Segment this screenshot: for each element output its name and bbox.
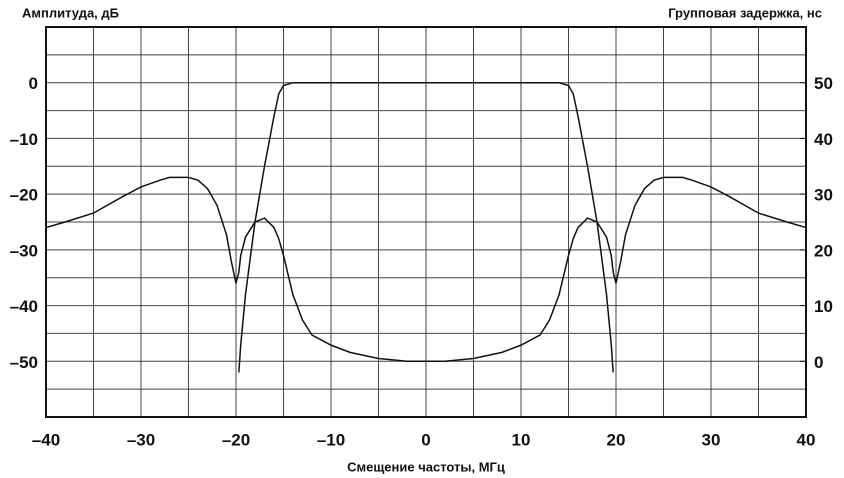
y-axis-label: Амплитуда, дБ <box>22 5 119 20</box>
y-tick-label: –50 <box>10 353 38 372</box>
y-tick-label: –20 <box>10 186 38 205</box>
y2-axis-label: Групповая задержка, нс <box>668 5 822 20</box>
y2-tick-label: 50 <box>814 74 833 93</box>
y-tick-label: 0 <box>29 74 38 93</box>
y-tick-label: –30 <box>10 241 38 260</box>
plot-frame <box>45 26 807 418</box>
x-tick-label: 10 <box>512 430 531 449</box>
x-tick-label: 0 <box>421 430 430 449</box>
x-tick-label: –40 <box>32 430 60 449</box>
y2-tick-label: 40 <box>814 130 833 149</box>
y2-tick-label: 0 <box>814 353 823 372</box>
x-tick-label: 30 <box>702 430 721 449</box>
y2-tick-label: 20 <box>814 241 833 260</box>
y2-tick-label: 10 <box>814 297 833 316</box>
x-tick-label: 20 <box>607 430 626 449</box>
x-tick-label: –30 <box>127 430 155 449</box>
series-line <box>45 176 807 363</box>
x-axis-label: Смещение частоты, МГц <box>347 459 505 474</box>
series-line <box>238 81 614 373</box>
x-tick-label: –10 <box>317 430 345 449</box>
y-tick-label: –40 <box>10 297 38 316</box>
x-tick-label: 40 <box>797 430 816 449</box>
x-tick-label: –20 <box>222 430 250 449</box>
y2-tick-label: 30 <box>814 186 833 205</box>
y-tick-label: –10 <box>10 130 38 149</box>
